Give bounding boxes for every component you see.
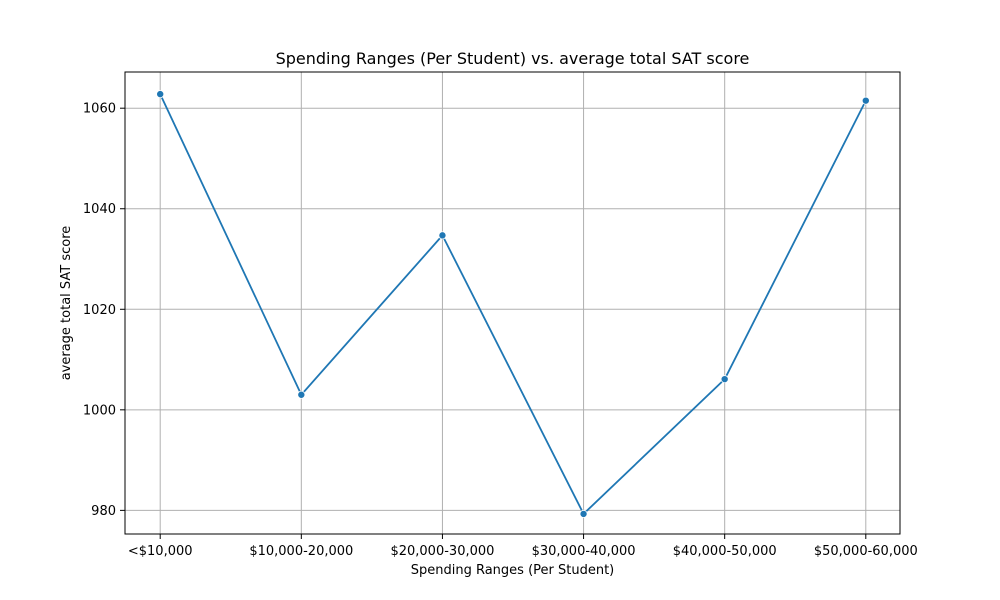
- data-point: [579, 509, 588, 518]
- y-tick-label: 1020: [83, 303, 116, 318]
- y-axis-label: average total SAT score: [59, 226, 74, 381]
- x-axis-label: Spending Ranges (Per Student): [411, 563, 615, 578]
- x-tick-label: <$10,000: [128, 544, 193, 559]
- y-tick-label: 1000: [83, 403, 116, 418]
- x-tick-label: $20,000-30,000: [390, 544, 494, 559]
- plot-area-frame: [124, 71, 901, 535]
- data-point: [720, 375, 729, 384]
- x-tick-label: $50,000-60,000: [814, 544, 918, 559]
- y-tick-label: 1060: [83, 102, 116, 117]
- y-tick-label: 980: [91, 504, 116, 519]
- data-point: [156, 90, 165, 99]
- data-point: [438, 231, 447, 240]
- chart-title: Spending Ranges (Per Student) vs. averag…: [276, 49, 750, 68]
- x-tick-label: $40,000-50,000: [673, 544, 777, 559]
- data-point: [297, 390, 306, 399]
- x-tick-label: $10,000-20,000: [249, 544, 353, 559]
- x-tick-label: $30,000-40,000: [532, 544, 636, 559]
- axis-ticks: <$10,000 $10,000-20,000 $20,000-30,000 $30,…: [83, 102, 918, 559]
- data-point: [861, 96, 870, 105]
- series-line: [159, 93, 867, 515]
- y-tick-label: 1040: [83, 202, 116, 217]
- grid: [125, 72, 900, 534]
- series-layer: [156, 90, 870, 518]
